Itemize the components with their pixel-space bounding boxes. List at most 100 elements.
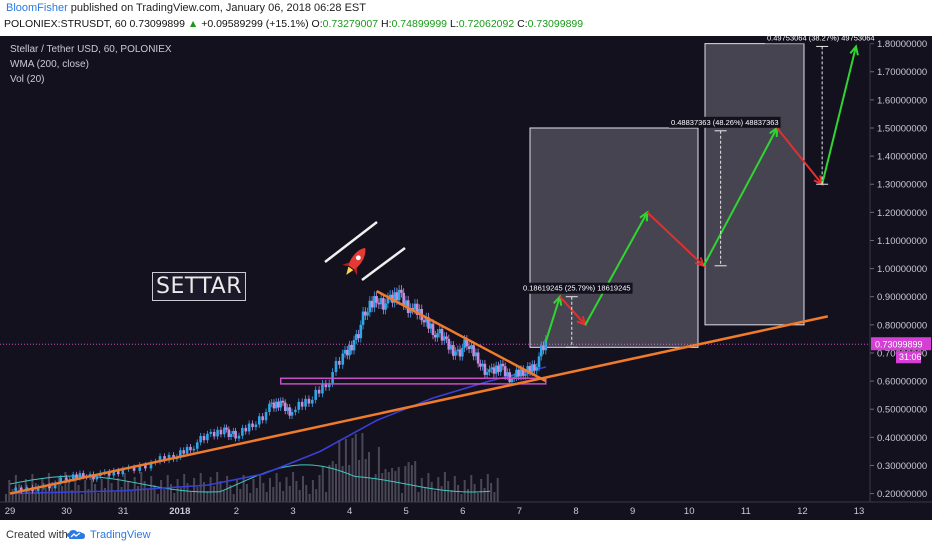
- volume-bar: [5, 494, 7, 502]
- target-up-arrow: [584, 211, 649, 326]
- candle-body: [521, 369, 525, 376]
- candle-body: [247, 423, 251, 432]
- tradingview-link[interactable]: TradingView: [90, 529, 151, 541]
- x-tick-label: 7: [517, 506, 522, 517]
- volume-bar: [394, 471, 397, 502]
- volume-bar: [358, 460, 361, 502]
- candle-body: [499, 363, 502, 372]
- volume-bar: [407, 462, 410, 502]
- candle-body: [311, 399, 314, 404]
- candle-body: [483, 363, 487, 375]
- candle-body: [297, 401, 301, 410]
- candle-body: [314, 389, 317, 400]
- volume-bar: [137, 486, 139, 502]
- candle-body: [268, 403, 271, 413]
- x-tick-label: 8: [573, 506, 578, 517]
- volume-bar: [351, 438, 354, 502]
- volume-bar: [368, 452, 370, 502]
- volume-bar: [364, 459, 367, 502]
- x-tick-label: 31: [118, 506, 129, 517]
- volume-bar: [61, 486, 64, 502]
- candle-body: [19, 487, 23, 492]
- price-axis-panel: [870, 36, 932, 520]
- volume-bar: [467, 489, 469, 502]
- x-tick-label: 4: [347, 506, 352, 517]
- volume-bar: [120, 487, 123, 502]
- volume-bar: [44, 487, 47, 502]
- candle-body: [445, 336, 448, 339]
- volume-bar: [302, 476, 304, 502]
- volume-bar: [160, 480, 163, 502]
- candle-body: [449, 345, 453, 350]
- candle-body: [479, 363, 482, 367]
- candle-body: [530, 364, 534, 373]
- author-link[interactable]: BloomFisher: [6, 2, 68, 14]
- candle-body: [465, 339, 469, 347]
- volume-bar: [269, 478, 271, 502]
- candle-body: [36, 487, 40, 492]
- x-tick-label: 9: [630, 506, 635, 517]
- target-box-1: [529, 127, 699, 348]
- symbol-label: POLONIEX:STRUSDT, 60: [4, 18, 127, 30]
- volume-bar: [193, 478, 196, 502]
- volume-bar: [424, 487, 427, 502]
- candle-body: [281, 400, 285, 403]
- candle-body: [345, 349, 349, 356]
- volume-bar: [41, 478, 44, 502]
- candle-body: [321, 383, 324, 394]
- volume-bar: [146, 490, 149, 502]
- price-change: +0.09589299 (+15.1%): [201, 18, 309, 30]
- volume-bar: [74, 476, 77, 502]
- candle-body: [75, 474, 78, 479]
- candle-body: [237, 435, 241, 439]
- volume-bar: [87, 489, 90, 502]
- volume-bar: [71, 490, 73, 502]
- candle-body: [261, 416, 264, 421]
- candle-body: [270, 402, 273, 404]
- volume-bar: [11, 489, 14, 502]
- volume-bar: [156, 494, 159, 502]
- candle-body: [368, 300, 372, 313]
- volume-bar: [110, 483, 113, 502]
- candle-body: [472, 345, 475, 357]
- volume-bar: [249, 493, 252, 502]
- candle-body: [354, 334, 358, 340]
- candle-body: [229, 433, 233, 437]
- price-chart[interactable]: 1.80000000 1.70000000 1.60000000 1.50000000…: [0, 32, 932, 520]
- candle-body: [294, 409, 297, 413]
- candle-body: [199, 435, 202, 443]
- countdown-tag-text: 31:06: [899, 352, 922, 362]
- tradingview-logo-icon: [67, 530, 85, 539]
- chart-area[interactable]: 1.80000000 1.70000000 1.60000000 1.50000000…: [0, 32, 932, 520]
- volume-bar: [90, 475, 93, 502]
- volume-bar: [341, 466, 344, 502]
- y-tick-label: 1.00000000: [877, 264, 927, 275]
- candle-body: [107, 471, 111, 476]
- candle-body: [327, 383, 331, 388]
- target-up-arrow: [821, 46, 857, 185]
- candle-body: [411, 307, 414, 310]
- candle-body: [185, 446, 189, 454]
- candle-body: [535, 367, 539, 371]
- candle-body: [476, 352, 480, 364]
- candle-body: [341, 353, 345, 365]
- volume-bar: [216, 472, 219, 502]
- candle-body: [254, 424, 258, 428]
- y-tick-label: 0.80000000: [877, 320, 927, 331]
- close-label: C:: [517, 18, 528, 30]
- candle-body: [53, 482, 57, 489]
- candle-body: [144, 464, 147, 469]
- volume-bar: [344, 439, 347, 502]
- candle-body: [424, 317, 428, 323]
- candle-body: [14, 487, 17, 491]
- volume-bar: [354, 434, 357, 502]
- volume-bar: [288, 486, 291, 502]
- volume-bar: [285, 477, 288, 502]
- y-tick-label: 0.30000000: [877, 461, 927, 472]
- measure-2-label-bg: [669, 116, 781, 128]
- volume-bar: [143, 481, 146, 502]
- volume-bar: [391, 468, 394, 502]
- target-up-arrow-head: [553, 294, 563, 306]
- support-zone: [279, 377, 547, 385]
- candle-body: [189, 446, 192, 451]
